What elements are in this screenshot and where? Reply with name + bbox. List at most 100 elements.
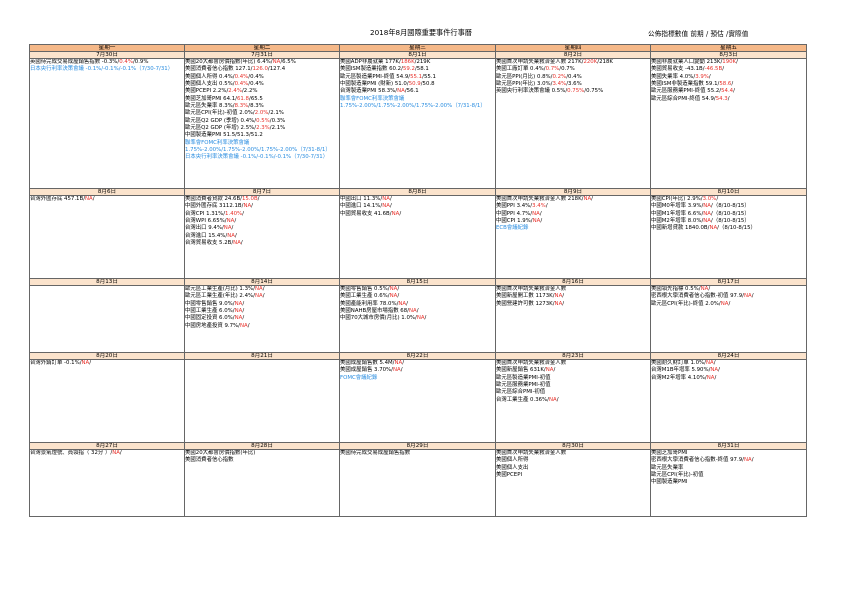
- date-cell: 8月22日: [339, 352, 496, 360]
- forecast-value: 3.4%: [552, 81, 567, 88]
- actual-value: /127.4: [267, 66, 286, 73]
- weekday-header: 星期四: [495, 44, 651, 52]
- event-line: 歐元區PPI(月比) 0.8%/0.2%/0.4%: [497, 74, 650, 81]
- event-text: 台灣製造業PMI 58.3%/: [340, 88, 398, 95]
- actual-value: /: [713, 360, 716, 367]
- event-text: 美國貿易收支 -43.1B/: [651, 66, 705, 73]
- event-line: 美國CPI(年比) 2.9%/3.0%/: [652, 197, 806, 204]
- day-events-cell: 英國待完成交易成屋銷售指數 -0.3%/0.4%/0.9% 日本央行利率決策會議 …: [29, 58, 185, 189]
- forecast-value: NA: [233, 240, 241, 247]
- forecast-value: NA: [743, 457, 752, 464]
- day-events-cell: 美國首次申請失業救濟金人數 美國新屋開工數 1173K/NA/美國營建許可數 12…: [495, 285, 651, 353]
- event-line: 美國個人支出: [497, 465, 650, 472]
- forecast-value: 55.1: [410, 73, 423, 80]
- date-cell: 8月17日: [650, 278, 807, 286]
- events-row: 台灣外匯存底 457.1B/NA/美國消費者貸款 24.6B/15.0B/中國外…: [29, 195, 807, 279]
- event-line: 美國貿易收支 -43.1B/-46.5B/: [651, 66, 806, 73]
- event-text: 美國NAHB房屋市場指數 68/: [340, 308, 410, 315]
- event-text: 歐元區失業率: [651, 464, 684, 471]
- forecast-value: NA: [234, 308, 243, 315]
- event-line: 歐元區工業生產(月比) 1.3%/NA/: [186, 287, 339, 294]
- event-line: 歐元區Q2 GDP (年增) 2.5%/2.3%/2.1%: [186, 125, 339, 132]
- event-line: 歐元區綜合PMI-初值: [496, 389, 650, 396]
- event-line: 密西根大學消費者信心指數-初值 97.9/NA/: [652, 293, 806, 300]
- event-text: 美國領先指標 0.5%/: [651, 286, 701, 293]
- event-text: 台灣WPI 6.65%/: [185, 218, 227, 225]
- date-row: 8月13日 8月14日 8月15日 8月16日 8月17日: [29, 278, 807, 286]
- forecast-value: NA: [709, 225, 718, 232]
- actual-value: /（8/10-8/15）: [711, 203, 750, 210]
- event-line: 英國待完成交易成屋銷售指數 -0.3%/0.4%/0.9%: [31, 60, 184, 67]
- event-line: 美國消費者貸款 24.6B/15.0B/: [186, 197, 339, 204]
- event-text: 中國M0年增率 3.9%/: [651, 203, 704, 210]
- actual-value: /: [539, 210, 542, 217]
- actual-value: /: [399, 210, 402, 217]
- event-text: 台灣景氣燈號、員領指（ 32分 ）/: [30, 450, 113, 457]
- actual-value: /: [242, 210, 244, 217]
- event-line: 台灣M1B年增率 5.90%/NA/: [652, 367, 806, 374]
- date-cell: 8月24日: [650, 352, 807, 360]
- event-text: 歐元區製造業PMI-終值 54.9/: [340, 73, 411, 80]
- day-events-cell: 美國首次申請失業救濟金人數 218K/NA/美國PPI 3.4%/3.4%/中國…: [495, 195, 651, 279]
- actual-value: /2.1%: [268, 110, 284, 117]
- event-text: 美國首次申請失業救濟金人數: [496, 450, 567, 457]
- date-cell: 8月3日: [650, 51, 807, 59]
- actual-value: /: [556, 396, 559, 403]
- event-text: 歐元區PPI(年比) 3.0%/: [496, 81, 553, 88]
- actual-value: /: [736, 59, 738, 66]
- event-line: 台灣外銷訂單 -0.1%/NA/: [31, 360, 184, 368]
- actual-value: /6.5%: [280, 59, 296, 66]
- forecast-value: 126.0: [252, 66, 268, 73]
- event-line: 歐元區工業生產(年比) 2.4%/NA/: [186, 293, 339, 300]
- actual-value: /0.4%: [248, 81, 264, 88]
- actual-value: /3.6%: [566, 81, 582, 88]
- event-line: 美國個人所得: [497, 457, 650, 464]
- forecast-value: NA: [703, 210, 711, 217]
- event-text: 歐元區服務業PMI-終值 55.2/: [651, 88, 722, 95]
- forecast-value: NA: [239, 322, 248, 329]
- actual-value: /: [728, 300, 731, 307]
- day-events-cell: 美國消費者貸款 24.6B/15.0B/中國外匯存底 3112.1B/NA/台灣…: [184, 195, 340, 279]
- actual-value: /: [553, 367, 556, 374]
- day-events-cell: 歐元區工業生產(月比) 1.3%/NA/歐元區工業生產(年比) 2.4%/NA/…: [184, 285, 340, 353]
- actual-value: /0.7%: [559, 66, 575, 73]
- actual-value: /: [402, 360, 405, 367]
- event-line: 歐元區失業率: [651, 464, 806, 472]
- date-cell: 8月9日: [495, 188, 651, 196]
- event-line: 美國個人支出 0.5%/0.4%/0.4%: [186, 81, 339, 88]
- event-line: FOMC會議紀錄: [341, 375, 495, 382]
- event-text: 美國零售銷售 0.5%/: [340, 286, 390, 293]
- event-text: 中國製造業PMI: [651, 479, 688, 486]
- event-line: 中國零售銷售 9.0%/NA/: [186, 300, 339, 308]
- actual-value: /: [708, 286, 711, 293]
- event-text: 美國成屋銷售 3.70%/: [340, 367, 394, 374]
- event-line: 美國首次申請失業救濟金人數: [496, 360, 650, 368]
- forecast-value: NA: [532, 218, 541, 225]
- forecast-value: 54.3: [715, 95, 728, 102]
- forecast-value: NA: [254, 293, 263, 300]
- event-line: 美國消費者信心指數 127.1/126.0/127.4: [186, 66, 339, 73]
- forecast-value: NA: [389, 286, 398, 293]
- forecast-value: 1.40%: [225, 210, 243, 217]
- forecast-value: NA: [703, 203, 711, 210]
- day-events-cell: 美國非農就業人口變動 213K/190K/美國貿易收支 -43.1B/-46.5…: [650, 58, 807, 189]
- event-line: 歐元區Q2 GDP (季增) 0.4%/0.5%/0.3%: [186, 118, 339, 125]
- event-text: 中國製造業PMI (財新) 51.0/: [340, 81, 409, 88]
- event-line: 台灣WPI 6.65%/NA/: [185, 218, 339, 225]
- event-line: 美國芝加哥PMI: [652, 451, 806, 458]
- date-cell: 7月30日: [29, 51, 185, 59]
- forecast-value: NA: [234, 300, 243, 307]
- calendar-body: 7月30日 7月31日 8月1日 8月2日 8月3日 英國待完成交易成屋銷售指數 -0.3…: [29, 51, 807, 517]
- date-cell: 8月27日: [29, 442, 185, 450]
- event-text: 美國首次申請失業救濟金人數: [496, 360, 567, 367]
- forecast-value: NA: [81, 360, 90, 367]
- actual-value: /: [247, 322, 250, 329]
- event-line: 台灣CPI 1.31%/1.40%/: [186, 210, 339, 218]
- event-line: 歐元區服務業PMI-終值 55.2/54.4/: [651, 88, 806, 95]
- event-text: 歐元區綜合PMI-初值: [496, 389, 546, 396]
- day-events-cell: 美國20大都會房價指數(年比) 美國消費者信心指數: [184, 449, 340, 517]
- forecast-value: NA: [703, 218, 711, 225]
- forecast-value: NA: [743, 293, 752, 300]
- actual-value: /2.1%: [269, 125, 286, 132]
- actual-value: /: [240, 240, 243, 247]
